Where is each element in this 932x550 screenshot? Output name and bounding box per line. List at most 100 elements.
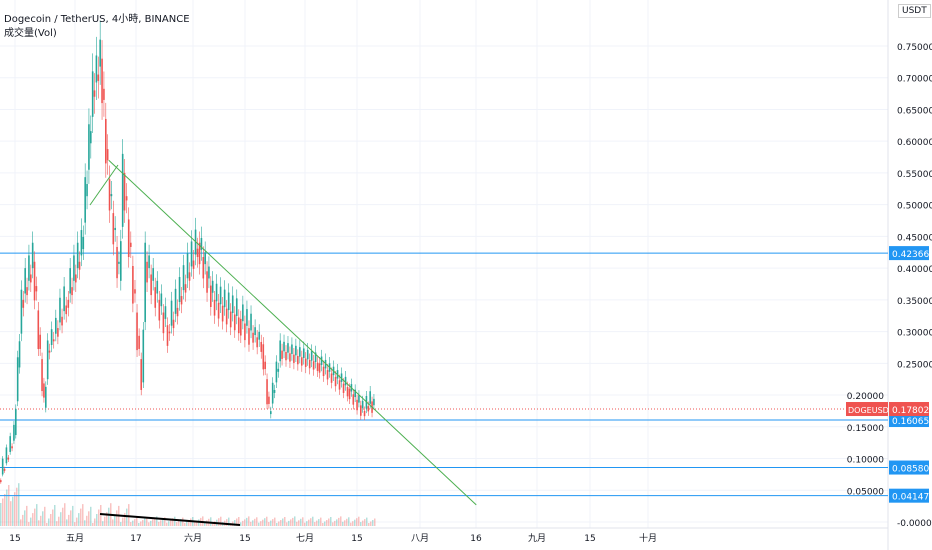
volume-bar xyxy=(300,518,302,526)
volume-bar xyxy=(336,519,338,526)
volume-bar xyxy=(158,521,160,526)
candle xyxy=(219,286,222,305)
candle xyxy=(18,341,21,368)
volume-bar xyxy=(80,508,82,526)
candle xyxy=(20,289,23,334)
currency-label[interactable]: USDT xyxy=(898,4,931,18)
volume-bar xyxy=(22,514,24,526)
candle xyxy=(198,242,201,265)
candle xyxy=(287,343,289,353)
candle xyxy=(91,71,94,117)
x-tick-label: 15 xyxy=(239,534,250,544)
volume-bar xyxy=(72,505,74,526)
candle xyxy=(310,351,313,361)
candle xyxy=(48,350,51,353)
candle xyxy=(121,153,124,227)
volume-bar xyxy=(46,523,48,526)
candle xyxy=(93,90,96,97)
candle xyxy=(344,376,347,386)
volume-trendline xyxy=(99,513,241,526)
descending-trendline xyxy=(108,159,477,506)
candle xyxy=(11,446,13,449)
volume-bar xyxy=(358,516,360,526)
volume-bar xyxy=(210,517,212,526)
volume-bar xyxy=(78,513,80,526)
candle xyxy=(302,348,305,358)
volume-bar xyxy=(196,520,198,526)
candle xyxy=(299,347,301,357)
candle xyxy=(24,268,26,294)
candle xyxy=(152,268,154,281)
candle xyxy=(273,389,276,393)
volume-bar xyxy=(268,522,270,526)
candle xyxy=(172,319,175,329)
volume-bar xyxy=(306,521,308,526)
candle xyxy=(334,376,337,387)
candle xyxy=(22,299,25,308)
volume-bar xyxy=(6,489,8,526)
candle xyxy=(367,406,370,412)
candle xyxy=(318,363,321,373)
candle xyxy=(33,261,36,301)
candle xyxy=(166,325,169,346)
candle xyxy=(144,242,146,323)
volume-bar xyxy=(270,520,272,526)
candle xyxy=(283,341,285,352)
volume-bar xyxy=(312,516,314,526)
volume-indicator-label[interactable]: 成交量(Vol) xyxy=(4,28,57,39)
volume-bar xyxy=(120,522,122,526)
candle xyxy=(0,480,2,483)
candle xyxy=(5,447,8,464)
volume-bar xyxy=(172,518,174,526)
volume-bar xyxy=(348,517,350,526)
volume-bar xyxy=(74,522,76,526)
volume-bar xyxy=(12,496,14,526)
candle xyxy=(99,39,101,67)
volume-bar xyxy=(100,505,102,526)
y-tick-label: 0.30000 xyxy=(897,329,932,339)
candle xyxy=(46,340,49,380)
candle xyxy=(356,399,358,411)
volume-bar xyxy=(116,510,118,526)
volume-bar xyxy=(104,516,106,526)
volume-bar xyxy=(160,520,162,526)
candle xyxy=(225,308,228,325)
volume-bar xyxy=(88,511,90,526)
level-price-label: 0.16065 xyxy=(892,417,929,427)
volume-bar xyxy=(134,519,136,526)
candle xyxy=(235,298,238,316)
volume-bar xyxy=(264,518,266,526)
candle xyxy=(260,341,263,352)
volume-bar xyxy=(226,519,228,526)
candle xyxy=(67,299,70,308)
y-tick-label: 0.15000 xyxy=(847,424,884,434)
x-tick-label: 五月 xyxy=(66,533,84,544)
candle xyxy=(208,266,210,279)
candle xyxy=(160,293,163,307)
candle xyxy=(248,328,250,345)
candle xyxy=(125,196,128,201)
y-tick-label: 0.10000 xyxy=(847,456,884,466)
candle xyxy=(116,246,118,279)
volume-bar xyxy=(294,516,296,526)
candle xyxy=(7,457,10,460)
y-tick-label: 0.05000 xyxy=(847,487,884,497)
volume-bar xyxy=(246,517,248,526)
candle xyxy=(13,424,15,441)
level-price-tag xyxy=(889,460,929,475)
volume-bar xyxy=(320,517,322,526)
candle xyxy=(1,458,4,475)
candle xyxy=(231,295,234,314)
volume-bar xyxy=(324,521,326,526)
candle xyxy=(192,260,195,269)
x-tick-label: 15 xyxy=(9,534,20,544)
volume-bar xyxy=(84,520,86,526)
y-tick-label: 0.60000 xyxy=(897,138,932,148)
volume-bar xyxy=(138,523,140,526)
candle xyxy=(227,292,230,311)
candle xyxy=(112,213,115,245)
volume-bar xyxy=(30,517,32,526)
candle xyxy=(297,355,299,365)
